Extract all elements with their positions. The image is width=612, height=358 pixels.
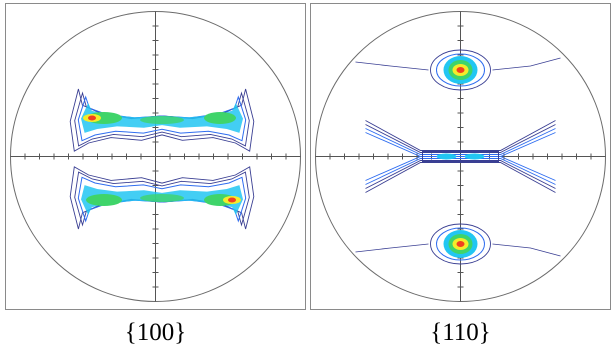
pole-figure-110-plot	[315, 11, 606, 302]
contour-line	[436, 227, 485, 261]
contour-regions	[355, 49, 561, 265]
contour-red	[456, 67, 465, 73]
central-x-streaks	[365, 120, 556, 193]
lower-density-band	[69, 166, 255, 230]
contour-cyan	[436, 153, 457, 160]
contour-cyan	[464, 153, 485, 160]
north-pole-spot	[355, 49, 561, 91]
pole-figure-100	[5, 3, 306, 310]
contour-tail	[355, 57, 561, 71]
contour-red	[88, 115, 96, 121]
contour-line	[365, 162, 556, 193]
contour-line	[436, 53, 485, 87]
contour-red	[228, 197, 236, 203]
contour-line	[365, 156, 556, 181]
contour-line	[365, 158, 556, 185]
pole-figure-100-label: {100}	[124, 319, 187, 346]
upper-density-band	[69, 88, 255, 152]
projection-frame	[10, 11, 301, 302]
contour-line	[365, 124, 556, 153]
contour-line	[430, 223, 491, 265]
contour-red	[456, 241, 465, 247]
pole-figure-110-label: {110}	[430, 319, 491, 346]
contour-line	[365, 160, 556, 189]
contour-line	[430, 49, 491, 91]
south-pole-spot	[355, 223, 561, 265]
contour-line	[365, 120, 556, 151]
contour-green	[140, 194, 184, 202]
contour-regions	[69, 88, 255, 230]
contour-tail	[355, 243, 561, 257]
central-box	[422, 151, 499, 162]
contour-green	[86, 194, 122, 206]
contour-line	[365, 128, 556, 155]
contour-green	[204, 112, 236, 124]
pole-figure-100-plot	[10, 11, 301, 302]
contour-green	[140, 116, 184, 124]
pole-figure-110	[310, 3, 611, 310]
